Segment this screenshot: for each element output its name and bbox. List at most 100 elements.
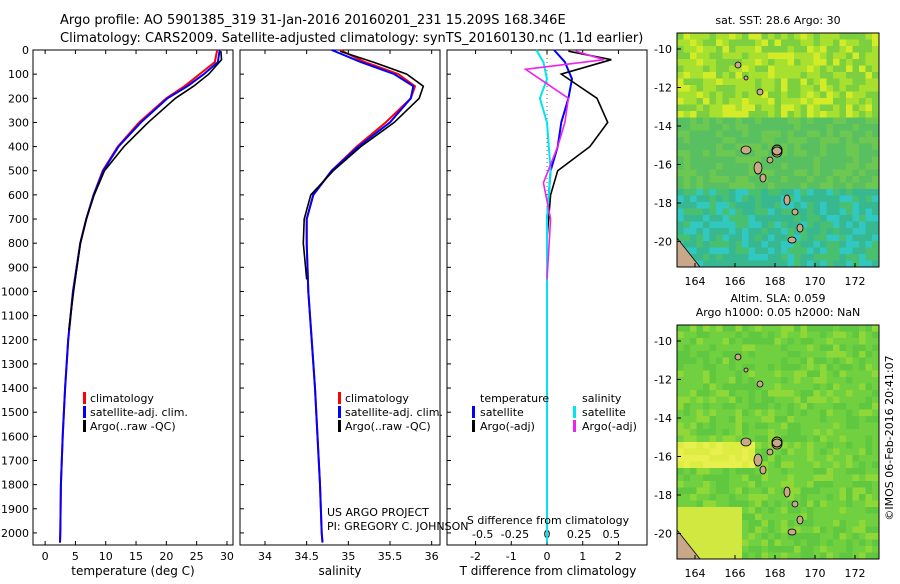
map-cell	[703, 234, 710, 242]
map-cell	[729, 137, 736, 144]
map-cell	[683, 409, 691, 417]
map-cell	[696, 351, 704, 358]
map-cell	[722, 169, 730, 177]
map-cell	[742, 202, 749, 209]
map-cell	[794, 325, 801, 332]
map-cell	[807, 59, 814, 66]
map-cell	[768, 494, 775, 501]
map-cell	[859, 150, 866, 157]
map-cell	[677, 513, 684, 521]
map-cell	[722, 208, 730, 216]
map-cell	[690, 422, 697, 430]
map-cell	[703, 546, 710, 553]
map-cell	[781, 234, 788, 242]
map-cell	[794, 124, 801, 131]
map-cell	[690, 357, 697, 365]
map-cell	[729, 254, 736, 261]
map-cell	[696, 325, 704, 332]
map-cell	[729, 221, 736, 229]
map-cell	[846, 46, 853, 53]
map-cell	[807, 533, 814, 540]
map-cell	[768, 474, 775, 482]
map-cell	[742, 383, 749, 391]
map-cell	[807, 357, 814, 365]
map-cell	[872, 442, 879, 449]
map-cell	[820, 533, 827, 540]
legend-swatch-climatology	[83, 392, 86, 404]
map-cell	[709, 461, 717, 469]
map-cell	[729, 247, 736, 255]
legend-swatch-temp-satellite	[472, 406, 475, 418]
map-cell	[774, 137, 782, 144]
map-cell	[683, 85, 691, 92]
map-cell	[683, 163, 691, 170]
map-cell	[729, 370, 736, 378]
map-cell	[807, 396, 814, 404]
map-cell	[729, 91, 736, 99]
map-cell	[833, 156, 840, 164]
map-cell	[787, 260, 795, 267]
map-cell	[755, 254, 762, 261]
map-cell	[826, 351, 834, 358]
map-cell	[696, 215, 704, 222]
map-cell	[852, 526, 860, 534]
map-cell	[709, 533, 717, 540]
map-cell	[872, 461, 879, 469]
map-cell	[800, 331, 808, 339]
map-cell	[709, 111, 717, 118]
map-cell	[813, 390, 821, 397]
map-cell	[865, 383, 873, 391]
map-cell	[755, 331, 762, 339]
map-cell	[735, 455, 743, 462]
x-tick-label: 10	[99, 550, 113, 563]
map-cell	[846, 202, 853, 209]
map-cell	[729, 481, 736, 488]
map-cell	[761, 189, 769, 196]
map-cell	[794, 507, 801, 514]
map-cell	[859, 98, 866, 105]
map-cell	[690, 117, 697, 125]
map-cell	[781, 520, 788, 527]
map-cell	[761, 455, 769, 462]
map-cell	[761, 533, 769, 540]
y-tick-label: 1300	[1, 358, 29, 371]
map-cell	[865, 163, 873, 170]
map-cell	[683, 221, 691, 229]
map-cell	[703, 260, 710, 267]
map-x-tick-label: 166	[725, 567, 746, 580]
map-cell	[833, 455, 840, 462]
map-cell	[761, 91, 769, 99]
map-cell	[781, 546, 788, 553]
map-cell	[787, 215, 795, 222]
map-cell	[722, 383, 730, 391]
salinity-axes-frame	[239, 49, 441, 546]
map-cell	[807, 435, 814, 443]
map-cell	[833, 169, 840, 177]
map-cell	[865, 468, 873, 475]
map-cell	[859, 176, 866, 183]
map-cell	[703, 104, 710, 112]
map-cell	[729, 182, 736, 190]
map-cell	[794, 202, 801, 209]
map-cell	[865, 429, 873, 436]
map-cell	[820, 520, 827, 527]
map-cell	[826, 189, 834, 196]
map-cell	[683, 507, 691, 514]
map-cell	[826, 156, 834, 164]
sla-map-title-1: Altim. SLA: 0.059	[730, 292, 825, 305]
map-cell	[794, 260, 801, 267]
top-tick-label: -0.5	[472, 528, 493, 541]
map-cell	[683, 416, 691, 423]
map-cell	[852, 351, 860, 358]
map-cell	[813, 403, 821, 410]
map-cell	[787, 422, 795, 430]
map-cell	[748, 461, 756, 469]
map-cell	[755, 104, 762, 112]
legend-label-sal-satellite: satellite	[582, 406, 626, 419]
map-cell	[703, 228, 710, 235]
map-cell	[761, 59, 769, 66]
island-shape	[734, 353, 742, 361]
map-cell	[865, 331, 873, 339]
map-cell	[742, 390, 749, 397]
map-cell	[729, 416, 736, 423]
